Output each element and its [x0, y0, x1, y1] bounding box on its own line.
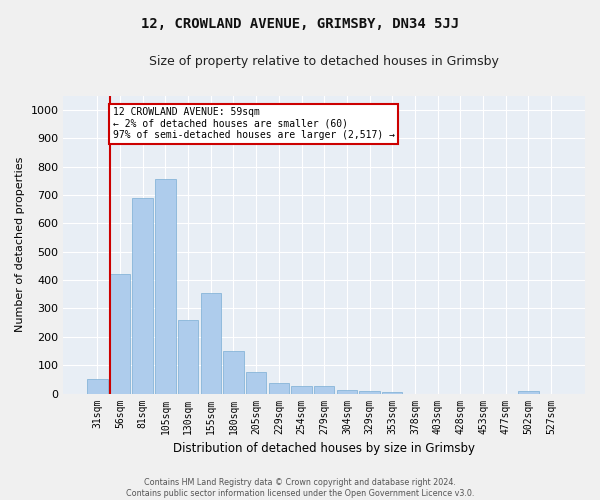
Bar	[382, 392, 403, 394]
Text: 12, CROWLAND AVENUE, GRIMSBY, DN34 5JJ: 12, CROWLAND AVENUE, GRIMSBY, DN34 5JJ	[141, 18, 459, 32]
Bar	[314, 386, 334, 394]
Text: Contains HM Land Registry data © Crown copyright and database right 2024.
Contai: Contains HM Land Registry data © Crown c…	[126, 478, 474, 498]
Y-axis label: Number of detached properties: Number of detached properties	[15, 157, 25, 332]
Bar	[200, 293, 221, 394]
Bar	[518, 390, 539, 394]
Bar	[155, 180, 176, 394]
Bar	[337, 390, 357, 394]
Bar	[87, 380, 107, 394]
Title: Size of property relative to detached houses in Grimsby: Size of property relative to detached ho…	[149, 55, 499, 68]
Bar	[246, 372, 266, 394]
Text: 12 CROWLAND AVENUE: 59sqm
← 2% of detached houses are smaller (60)
97% of semi-d: 12 CROWLAND AVENUE: 59sqm ← 2% of detach…	[113, 107, 395, 140]
Bar	[292, 386, 312, 394]
Bar	[178, 320, 198, 394]
Bar	[359, 390, 380, 394]
X-axis label: Distribution of detached houses by size in Grimsby: Distribution of detached houses by size …	[173, 442, 475, 455]
Bar	[110, 274, 130, 394]
Bar	[269, 383, 289, 394]
Bar	[133, 198, 153, 394]
Bar	[223, 351, 244, 394]
